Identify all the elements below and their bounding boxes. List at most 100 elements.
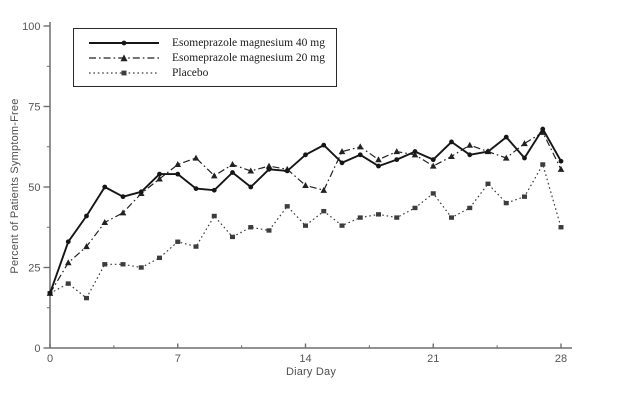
data-point-circle — [193, 186, 199, 192]
data-point-square — [412, 205, 418, 211]
data-point-circle — [467, 152, 473, 158]
data-point-circle — [65, 239, 71, 245]
data-point-square — [175, 239, 181, 244]
data-point-triangle — [265, 162, 273, 169]
x-tick-label: 21 — [427, 353, 439, 365]
data-point-square — [449, 215, 454, 220]
data-point-circle — [157, 171, 162, 177]
data-point-square — [266, 228, 272, 233]
data-point-triangle — [192, 154, 200, 161]
data-point-square — [157, 255, 162, 261]
data-point-triangle — [393, 148, 401, 155]
data-point-circle — [47, 290, 53, 296]
data-point-square — [503, 200, 509, 206]
data-point-circle — [266, 166, 272, 172]
data-point-circle — [211, 187, 217, 193]
data-point-square — [248, 225, 254, 230]
x-tick-label: 0 — [47, 353, 53, 365]
y-tick-label: 50 — [28, 182, 40, 194]
data-point-circle — [522, 155, 527, 161]
legend: Esomeprazole magnesium 40 mg Esomeprazol… — [73, 28, 337, 87]
data-point-circle — [321, 142, 327, 148]
y-tick-label: 75 — [28, 101, 40, 113]
data-point-triangle — [156, 175, 163, 182]
data-point-square — [430, 191, 436, 196]
legend-line-dashdot — [89, 53, 159, 61]
data-point-triangle — [338, 148, 346, 155]
data-point-circle — [376, 163, 381, 169]
data-point-triangle — [119, 209, 127, 216]
data-point-square — [138, 265, 144, 270]
data-point-triangle — [375, 156, 382, 163]
data-point-circle — [303, 152, 308, 158]
data-point-square — [65, 281, 71, 286]
data-point-triangle — [101, 219, 109, 226]
legend-item-placebo: Placebo — [86, 65, 336, 80]
data-point-square — [84, 295, 89, 301]
data-point-square — [558, 225, 564, 230]
data-point-square — [193, 244, 199, 249]
legend-item-esomeprazole-40mg: Esomeprazole magnesium 40 mg — [86, 35, 336, 50]
x-tick-label: 28 — [555, 353, 567, 365]
data-point-circle — [485, 149, 491, 154]
data-point-triangle — [557, 165, 565, 172]
x-axis-title: Diary Day — [285, 366, 337, 378]
data-point-triangle — [247, 167, 255, 174]
data-point-circle — [540, 126, 546, 132]
data-point-square — [485, 181, 491, 186]
data-point-square — [467, 205, 473, 211]
data-point-circle — [558, 158, 564, 164]
data-point-circle — [138, 189, 144, 195]
legend-line-dotted — [89, 70, 159, 75]
data-point-square — [284, 204, 290, 209]
data-point-triangle — [466, 141, 474, 148]
data-point-circle — [230, 170, 235, 175]
data-point-triangle — [174, 161, 182, 168]
y-axis-title: Percent of Patients Symptom-Free — [9, 98, 21, 274]
legend-label-esomeprazole-40mg: Esomeprazole magnesium 40 mg — [172, 36, 325, 49]
data-point-triangle — [502, 154, 510, 161]
data-point-circle — [430, 157, 436, 163]
data-point-square — [540, 162, 546, 167]
data-point-triangle — [210, 172, 218, 179]
data-point-triangle — [429, 162, 437, 169]
series-line-square — [49, 163, 562, 299]
legend-item-esomeprazole-20mg: Esomeprazole magnesium 20 mg — [86, 50, 336, 65]
data-point-circle — [394, 157, 400, 163]
data-point-triangle — [356, 143, 364, 150]
data-point-circle — [449, 139, 454, 145]
data-point-circle — [339, 160, 345, 166]
data-point-square — [357, 215, 363, 220]
data-point-triangle — [83, 243, 90, 250]
data-point-square — [230, 234, 235, 240]
data-point-triangle — [320, 186, 328, 193]
data-point-triangle — [302, 181, 309, 188]
legend-marker-square — [121, 70, 127, 75]
legend-line-solid — [89, 40, 159, 45]
data-point-circle — [412, 149, 418, 154]
x-tick-label: 7 — [175, 353, 181, 365]
data-point-square — [339, 223, 345, 228]
data-point-circle — [284, 168, 290, 174]
data-point-square — [211, 213, 217, 219]
data-point-square — [120, 262, 126, 267]
legend-label-placebo: Placebo — [172, 66, 209, 79]
data-point-circle — [503, 134, 509, 140]
x-tick-label: 14 — [299, 353, 311, 365]
data-point-square — [102, 262, 108, 267]
data-point-square — [321, 208, 327, 214]
data-point-square — [394, 215, 400, 220]
data-point-triangle — [448, 153, 455, 160]
y-tick-label: 100 — [22, 21, 40, 33]
y-tick-label: 0 — [34, 343, 40, 355]
data-point-square — [376, 212, 381, 217]
data-point-triangle — [229, 161, 236, 168]
legend-marker-circle — [121, 40, 127, 45]
data-point-circle — [248, 184, 254, 190]
data-point-square — [522, 194, 527, 199]
legend-marker-triangle — [120, 53, 128, 61]
data-point-triangle — [411, 151, 419, 158]
data-point-square — [303, 223, 308, 228]
